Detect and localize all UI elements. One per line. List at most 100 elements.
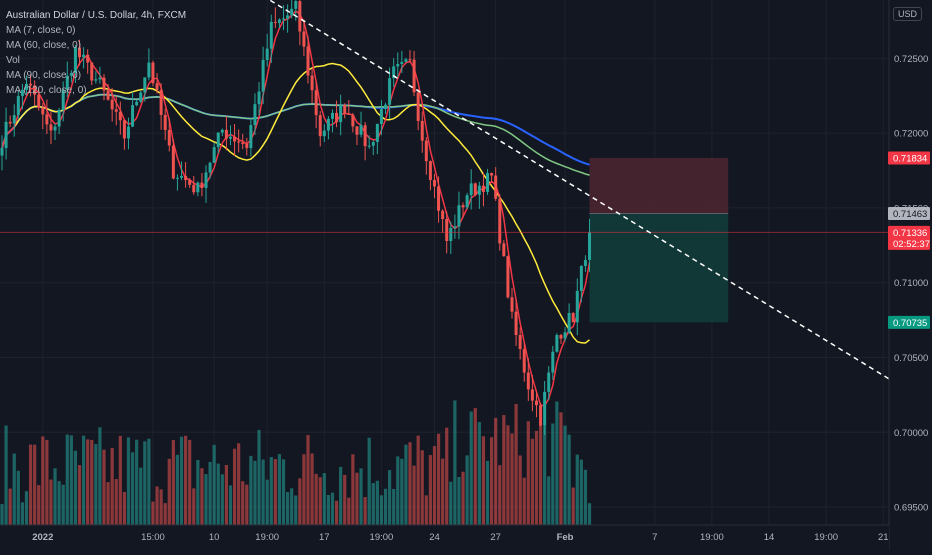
x-tick-label: 19:00 — [255, 532, 279, 543]
candle-body — [57, 109, 61, 127]
x-tick-label: 19:00 — [814, 532, 838, 543]
candle-body — [424, 140, 428, 162]
volume-bar — [45, 439, 49, 525]
candle-body — [477, 185, 481, 195]
y-tick-label: 0.70500 — [894, 353, 928, 364]
candle-body — [355, 126, 359, 135]
candle-body — [514, 311, 518, 335]
volume-bar — [396, 456, 400, 525]
volume-bar — [130, 452, 135, 525]
volume-bar — [37, 485, 41, 525]
grid — [0, 0, 888, 525]
volume-bar — [286, 492, 290, 525]
x-tick-label: 24 — [429, 532, 440, 543]
candle-body — [286, 15, 290, 19]
candle-body — [375, 123, 379, 142]
candle-body — [522, 349, 526, 373]
candle-body — [261, 60, 265, 92]
candle-body — [118, 111, 122, 121]
volume-bar — [20, 502, 24, 525]
time-axis — [0, 525, 889, 550]
volume-bar — [49, 479, 53, 525]
candle-body — [526, 372, 530, 390]
candle-body — [90, 62, 94, 81]
candle-body — [486, 173, 490, 192]
volume-bar — [347, 497, 351, 525]
candle-body — [122, 120, 126, 139]
volume-bar — [69, 435, 73, 525]
candle-body — [163, 114, 167, 131]
candle-body — [110, 99, 114, 110]
volume-bar — [388, 470, 392, 525]
volume-bar — [457, 477, 461, 525]
candle-body — [147, 62, 151, 78]
volume-bar — [163, 503, 167, 525]
volume-bar — [241, 481, 245, 525]
candle-body — [457, 205, 461, 227]
price-label-stop: 0.71834 — [893, 153, 927, 164]
volume-bar — [371, 483, 375, 525]
volume-bar — [73, 450, 78, 525]
candle-body — [384, 104, 388, 110]
volume-bar — [547, 476, 551, 525]
candle-body — [461, 205, 465, 208]
volume-bar — [265, 479, 269, 525]
volume-bar — [273, 459, 277, 525]
volume-bar — [392, 489, 396, 525]
candle-body — [208, 162, 212, 173]
candle-body — [290, 8, 294, 16]
candle-body — [420, 120, 424, 141]
x-tick-label: 21 — [878, 532, 889, 543]
candle-body — [192, 184, 196, 193]
volume-bar — [408, 442, 412, 525]
candle-body — [16, 96, 20, 116]
volume-bar — [461, 471, 465, 525]
candle-body — [294, 1, 298, 9]
price-label-bg-target — [888, 315, 930, 329]
candle-body — [502, 243, 506, 257]
candle-body — [310, 75, 314, 91]
volume-bar — [498, 465, 502, 525]
candle-body — [445, 219, 449, 242]
ma120-line — [1, 93, 590, 166]
volume-bar — [534, 430, 539, 525]
candle-body — [245, 143, 249, 149]
candle-body — [481, 185, 485, 192]
volume-bar — [179, 436, 184, 525]
candle-body — [49, 124, 53, 131]
candle-body — [437, 186, 441, 211]
y-tick-label: 0.70000 — [894, 428, 928, 439]
candle-body — [212, 147, 216, 163]
volume-bar — [343, 474, 347, 525]
volume-bar — [232, 448, 237, 525]
candle-body — [547, 372, 551, 392]
currency-button[interactable]: USD — [892, 7, 922, 21]
price-label-entry: 0.71463 — [893, 209, 927, 220]
candle-body — [143, 77, 147, 93]
candle-body — [506, 256, 510, 298]
candle-body — [24, 83, 28, 90]
volume-bar — [441, 458, 445, 525]
price-label-bg-last — [888, 225, 930, 250]
candle-body — [367, 145, 371, 147]
volume-bar — [0, 504, 4, 525]
candle-body — [379, 109, 383, 124]
candle-body — [563, 332, 567, 339]
volume-bar — [306, 435, 310, 525]
candle-body — [139, 92, 143, 102]
candle-body — [273, 21, 277, 23]
volume-bar — [220, 474, 224, 525]
volume-bar — [143, 441, 147, 525]
volume-bar — [367, 437, 371, 525]
volume-bar — [24, 491, 29, 525]
candle-body — [551, 351, 555, 373]
volume-bars — [0, 400, 592, 525]
volume-bar — [506, 425, 510, 525]
volume-bar — [196, 460, 200, 525]
candle-body — [559, 335, 563, 339]
candle-body — [126, 126, 130, 139]
candle-body — [465, 195, 469, 208]
candle-body — [265, 48, 269, 61]
